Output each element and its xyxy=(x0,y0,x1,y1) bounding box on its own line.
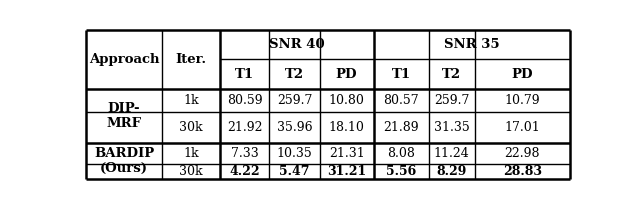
Text: 28.83: 28.83 xyxy=(502,165,541,178)
Text: 10.79: 10.79 xyxy=(504,94,540,107)
Text: 80.59: 80.59 xyxy=(227,94,262,107)
Text: 11.24: 11.24 xyxy=(434,147,470,160)
Text: 1k: 1k xyxy=(183,147,198,160)
Text: PD: PD xyxy=(336,68,357,81)
Text: 5.47: 5.47 xyxy=(279,165,310,178)
Text: T1: T1 xyxy=(392,68,411,81)
Text: PD: PD xyxy=(511,68,533,81)
Text: 80.57: 80.57 xyxy=(383,94,419,107)
Text: 10.35: 10.35 xyxy=(276,147,312,160)
Text: 21.92: 21.92 xyxy=(227,121,262,134)
Text: 18.10: 18.10 xyxy=(329,121,365,134)
Text: 1k: 1k xyxy=(183,94,198,107)
Text: 8.29: 8.29 xyxy=(436,165,467,178)
Text: 259.7: 259.7 xyxy=(434,94,469,107)
Text: 5.56: 5.56 xyxy=(386,165,416,178)
Text: 10.80: 10.80 xyxy=(329,94,365,107)
Text: 21.31: 21.31 xyxy=(329,147,364,160)
Text: Iter.: Iter. xyxy=(175,53,207,66)
Text: 8.08: 8.08 xyxy=(387,147,415,160)
Text: 30k: 30k xyxy=(179,121,203,134)
Text: 35.96: 35.96 xyxy=(276,121,312,134)
Text: 30k: 30k xyxy=(179,165,203,178)
Text: T2: T2 xyxy=(285,68,304,81)
Text: 7.33: 7.33 xyxy=(231,147,259,160)
Text: 17.01: 17.01 xyxy=(504,121,540,134)
Text: SNR 40: SNR 40 xyxy=(269,38,324,51)
Text: 21.89: 21.89 xyxy=(383,121,419,134)
Text: Approach: Approach xyxy=(89,53,159,66)
Text: DIP-
MRF: DIP- MRF xyxy=(107,102,141,130)
Text: 259.7: 259.7 xyxy=(277,94,312,107)
Text: T2: T2 xyxy=(442,68,461,81)
Text: 22.98: 22.98 xyxy=(504,147,540,160)
Text: 31.21: 31.21 xyxy=(327,165,366,178)
Text: SNR 35: SNR 35 xyxy=(444,38,499,51)
Text: BARDIP
(Ours): BARDIP (Ours) xyxy=(94,147,154,175)
Text: T1: T1 xyxy=(235,68,254,81)
Text: 4.22: 4.22 xyxy=(229,165,260,178)
Text: 31.35: 31.35 xyxy=(434,121,470,134)
